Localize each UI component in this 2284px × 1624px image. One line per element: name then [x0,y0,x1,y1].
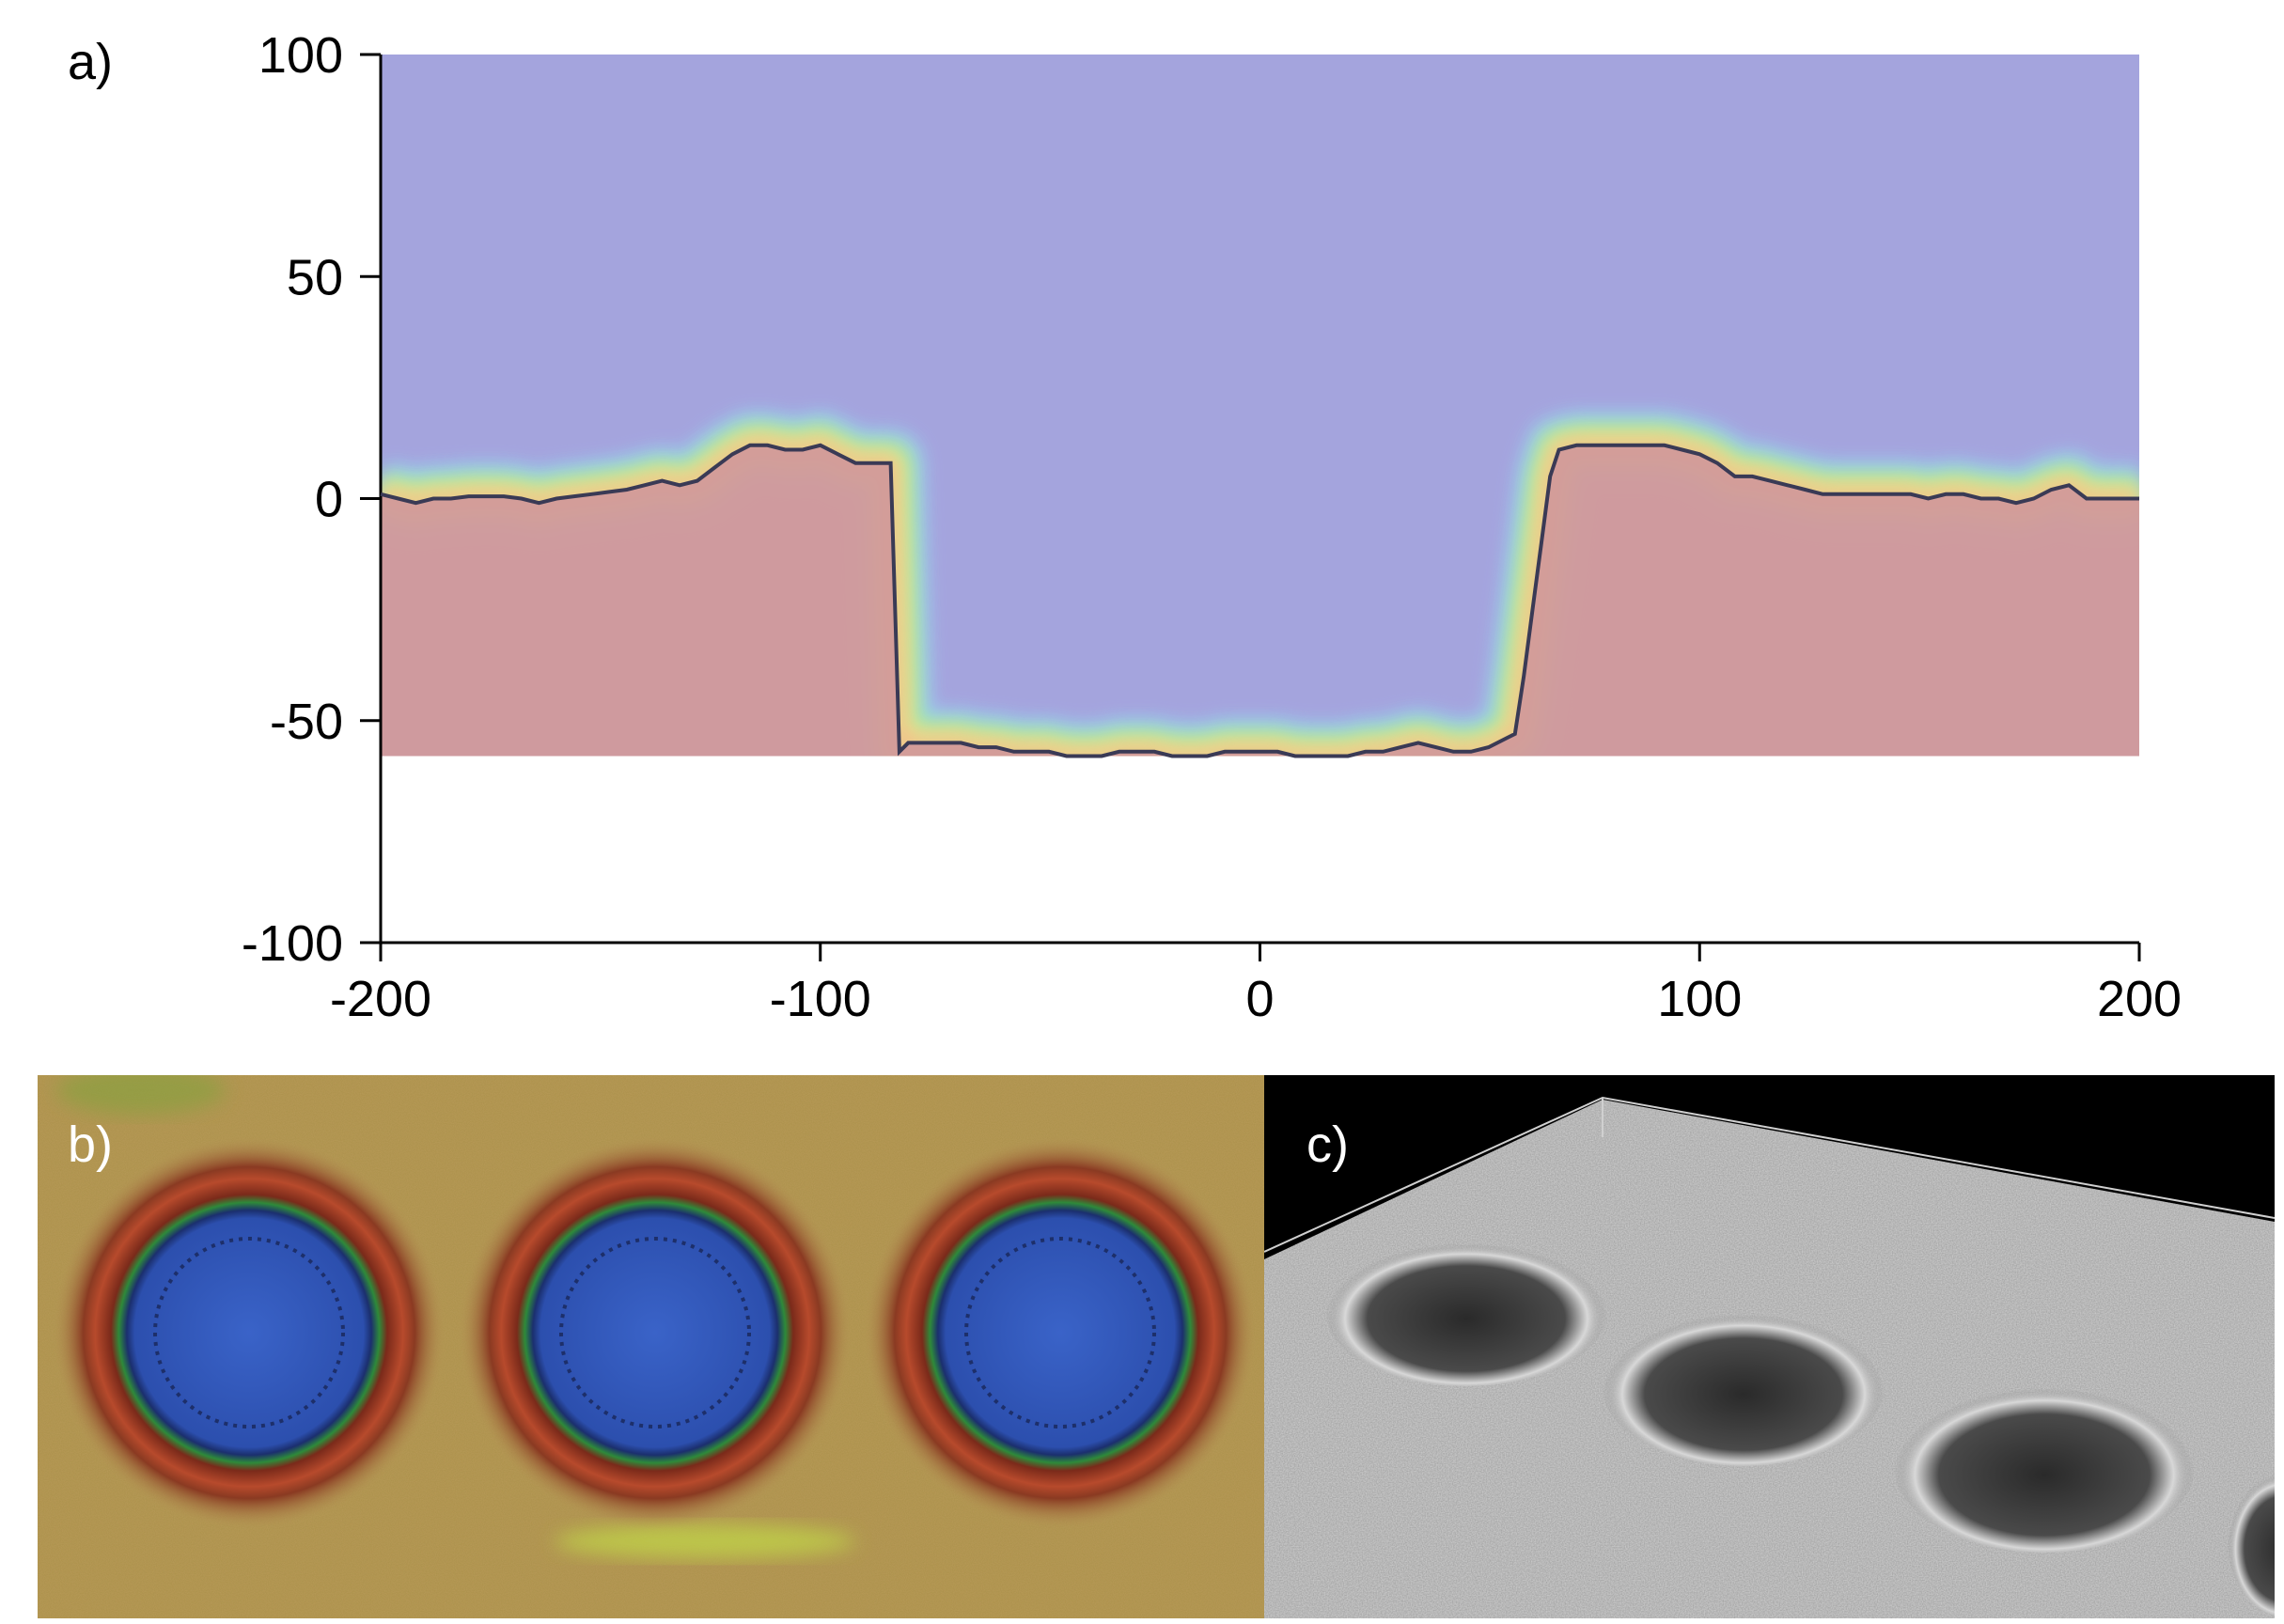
x-tick-label: 0 [1245,971,1274,1027]
x-tick-label: -100 [770,971,871,1027]
y-tick-label: 100 [258,27,343,84]
y-ticks: 100 50 0 -50 -100 [242,27,381,972]
panel-label-a: a) [68,34,113,90]
crater-2 [1603,1306,1885,1466]
panel-label-c: c) [1306,1116,1349,1173]
image-panel-b: b) [38,1075,1264,1618]
green-streak-corner [56,1075,226,1115]
x-ticks: -200 -100 0 100 200 [330,943,2182,1027]
y-tick-label: -50 [270,694,343,750]
crater-3 [1894,1380,2195,1553]
substrate-region [381,445,2139,757]
colormap-background [381,55,2139,943]
empty-region [381,756,2139,943]
y-tick-label: 50 [287,249,343,305]
x-tick-label: 200 [2097,971,2182,1027]
crater-1 [1325,1236,1607,1386]
image-panel-c: c) [1264,1075,2275,1618]
crater-4-partial [2228,1467,2275,1616]
hole-3 [863,1135,1258,1530]
y-tick-label: 0 [315,472,343,528]
x-tick-label: 100 [1657,971,1742,1027]
x-tick-label: -200 [330,971,431,1027]
green-streak [555,1524,855,1558]
hole-1 [52,1135,446,1530]
panel-label-b: b) [68,1116,113,1173]
hole-2 [458,1135,853,1530]
profile-line [380,443,2139,758]
y-tick-label: -100 [242,915,343,972]
